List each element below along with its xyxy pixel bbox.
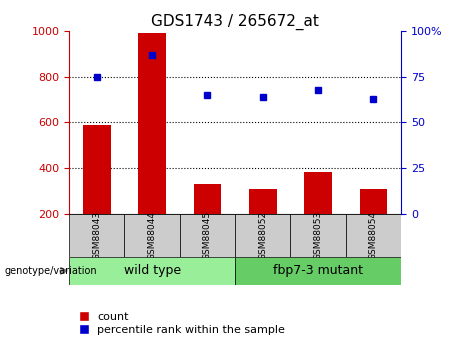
Text: genotype/variation: genotype/variation xyxy=(5,266,97,276)
FancyBboxPatch shape xyxy=(69,257,235,285)
FancyBboxPatch shape xyxy=(290,214,346,257)
Bar xyxy=(304,171,332,214)
Bar xyxy=(138,33,166,214)
Bar xyxy=(83,125,111,214)
FancyBboxPatch shape xyxy=(235,257,401,285)
Bar xyxy=(360,189,387,214)
Text: GSM88043: GSM88043 xyxy=(92,211,101,260)
Text: GSM88044: GSM88044 xyxy=(148,211,157,260)
Text: wild type: wild type xyxy=(124,264,181,277)
FancyBboxPatch shape xyxy=(124,214,180,257)
Text: GSM88045: GSM88045 xyxy=(203,211,212,260)
Bar xyxy=(194,184,221,214)
Legend: count, percentile rank within the sample: count, percentile rank within the sample xyxy=(75,307,289,339)
Bar xyxy=(249,189,277,214)
Text: fbp7-3 mutant: fbp7-3 mutant xyxy=(273,264,363,277)
FancyBboxPatch shape xyxy=(346,214,401,257)
FancyBboxPatch shape xyxy=(180,214,235,257)
FancyBboxPatch shape xyxy=(235,214,290,257)
Text: GSM88053: GSM88053 xyxy=(313,211,323,260)
Title: GDS1743 / 265672_at: GDS1743 / 265672_at xyxy=(151,13,319,30)
FancyBboxPatch shape xyxy=(69,214,124,257)
Text: GSM88052: GSM88052 xyxy=(258,211,267,260)
Text: GSM88054: GSM88054 xyxy=(369,211,378,260)
